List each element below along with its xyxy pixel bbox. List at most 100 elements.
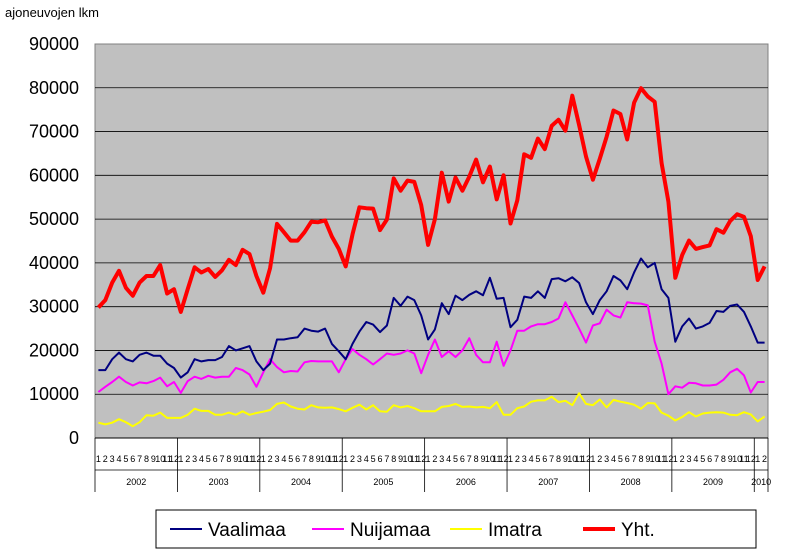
month-tick-label: 6 (295, 454, 300, 464)
year-label: 2003 (209, 477, 229, 487)
month-tick-label: 3 (274, 454, 279, 464)
month-tick-label: 5 (371, 454, 376, 464)
gridlines (95, 87, 768, 395)
plot-area (94, 43, 769, 439)
month-tick-label: 10 (650, 454, 660, 464)
month-tick-label: 4 (693, 454, 698, 464)
month-tick-label: 9 (398, 454, 403, 464)
year-label: 2010 (751, 477, 771, 487)
y-tick-label: 50000 (29, 209, 79, 229)
month-tick-label: 12 (581, 454, 591, 464)
month-tick-label: 1 (96, 454, 101, 464)
month-tick-label: 12 (499, 454, 509, 464)
month-tick-label: 7 (302, 454, 307, 464)
month-tick-label: 12 (663, 454, 673, 464)
month-tick-label: 5 (453, 454, 458, 464)
month-tick-label: 11 (657, 454, 666, 464)
month-tick-label: 7 (714, 454, 719, 464)
month-tick-label: 8 (391, 454, 396, 464)
month-tick-label: 9 (645, 454, 650, 464)
month-tick-label: 10 (567, 454, 577, 464)
year-label: 2007 (538, 477, 558, 487)
y-tick-label: 70000 (29, 122, 79, 142)
month-tick-label: 6 (130, 454, 135, 464)
legend-label: Nuijamaa (350, 520, 431, 541)
y-tick-labels: 0 10000 20000 30000 40000 50000 60000 70000 8000… (29, 34, 79, 448)
month-tick-label: 6 (625, 454, 630, 464)
month-tick-label: 8 (556, 454, 561, 464)
month-tick-label: 3 (357, 454, 362, 464)
legend-label: Imatra (488, 520, 542, 541)
year-label: 2002 (126, 477, 146, 487)
month-tick-label: 3 (687, 454, 692, 464)
month-tick-label: 5 (123, 454, 128, 464)
month-tick-label: 6 (707, 454, 712, 464)
month-tick-label: 1 (426, 454, 431, 464)
month-tick-label: 2 (350, 454, 355, 464)
month-tick-label: 4 (364, 454, 369, 464)
y-tick-label: 60000 (29, 165, 79, 185)
month-tick-label: 1 (755, 454, 760, 464)
y-tick-label: 80000 (29, 78, 79, 98)
month-tick-label: 11 (574, 454, 583, 464)
legend-label: Yht. (621, 520, 655, 541)
month-tick-label: 10 (732, 454, 742, 464)
month-tick-label: 6 (213, 454, 218, 464)
month-tick-label: 6 (460, 454, 465, 464)
month-tick-label: 4 (117, 454, 122, 464)
month-tick-label: 4 (446, 454, 451, 464)
month-tick-label: 7 (220, 454, 225, 464)
month-tick-label: 11 (492, 454, 501, 464)
month-tick-label: 7 (384, 454, 389, 464)
month-tick-label: 2 (432, 454, 437, 464)
month-tick-label: 2 (680, 454, 685, 464)
month-tick-label: 2 (762, 454, 767, 464)
month-tick-label: 9 (233, 454, 238, 464)
month-tick-label: 10 (402, 454, 412, 464)
month-tick-label: 3 (522, 454, 527, 464)
month-tick-label: 8 (638, 454, 643, 464)
legend-label: Vaalimaa (208, 520, 286, 541)
month-tick-label: 7 (467, 454, 472, 464)
month-tick-label: 10 (320, 454, 330, 464)
month-tick-label: 5 (618, 454, 623, 464)
month-tick-label: 4 (529, 454, 534, 464)
month-tick-label: 9 (728, 454, 733, 464)
month-tick-label: 9 (480, 454, 485, 464)
month-tick-label: 3 (604, 454, 609, 464)
y-tick-label: 40000 (29, 253, 79, 273)
series-line-vaalimaa (98, 257, 765, 379)
month-tick-label: 1 (590, 454, 595, 464)
month-tick-label: 1 (178, 454, 183, 464)
month-tick-label: 3 (439, 454, 444, 464)
month-tick-label: 11 (410, 454, 419, 464)
month-tick-label: 3 (110, 454, 115, 464)
month-tick-label: 11 (327, 454, 336, 464)
month-tick-label: 12 (746, 454, 756, 464)
month-tick-label: 6 (542, 454, 547, 464)
month-tick-label: 4 (611, 454, 616, 464)
month-tick-label: 1 (673, 454, 678, 464)
month-tick-label: 1 (343, 454, 348, 464)
month-tick-label: 12 (416, 454, 426, 464)
series-line-yht (96, 86, 767, 314)
year-label: 2005 (373, 477, 393, 487)
month-tick-label: 2 (597, 454, 602, 464)
month-tick-label: 2 (515, 454, 520, 464)
month-tick-label: 9 (151, 454, 156, 464)
month-tick-label: 5 (206, 454, 211, 464)
year-label: 2006 (456, 477, 476, 487)
month-tick-label: 12 (334, 454, 344, 464)
month-tick-label: 5 (535, 454, 540, 464)
series-line-nuijamaa (97, 301, 765, 396)
series-lines (96, 86, 767, 428)
month-tick-label: 10 (155, 454, 165, 464)
year-label: 2009 (703, 477, 723, 487)
month-tick-label: 7 (632, 454, 637, 464)
month-tick-label: 1 (261, 454, 266, 464)
month-tick-label: 2 (103, 454, 108, 464)
legend: Vaalimaa Nuijamaa Imatra Yht. (155, 509, 757, 549)
month-tick-label: 7 (549, 454, 554, 464)
